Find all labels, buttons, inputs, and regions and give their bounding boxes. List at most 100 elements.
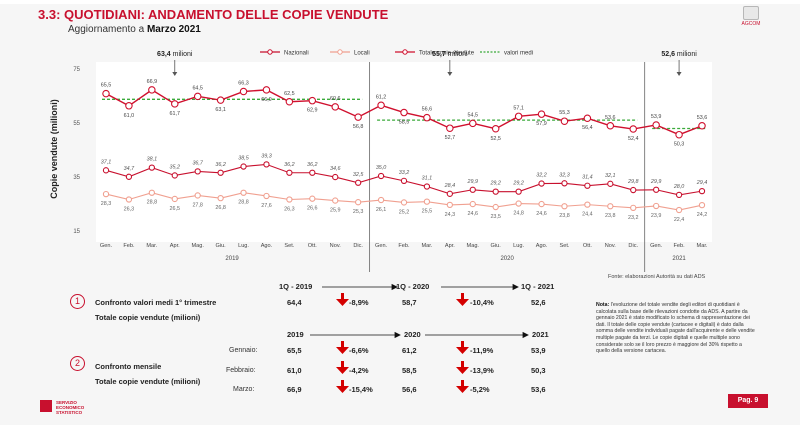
data-point (423, 113, 431, 122)
data-point (423, 198, 431, 205)
data-label: 23,5 (490, 214, 501, 220)
top-bar (0, 0, 800, 4)
data-label: 61,0 (124, 113, 135, 119)
data-point (538, 200, 545, 208)
data-point (262, 86, 271, 94)
data-label: 29,9 (467, 179, 479, 185)
data-point (607, 203, 614, 210)
x-tick-label: Mar. (146, 243, 157, 249)
data-label: 60,6 (330, 96, 341, 102)
data-label: 50,3 (674, 142, 685, 148)
data-point (698, 187, 706, 195)
data-point (515, 188, 522, 195)
data-label: 26,5 (170, 206, 181, 212)
data-label: 32,1 (605, 173, 616, 179)
data-label: 28,8 (238, 200, 249, 206)
row-febbraio-change1: -4,2% (349, 366, 369, 375)
down-arrow-icon (336, 293, 469, 393)
table1-subtitle: Totale copie vendute (milioni) (95, 313, 201, 322)
data-point (652, 121, 660, 129)
data-label: 28,0 (673, 184, 685, 190)
x-tick-label: Mag. (191, 243, 204, 249)
data-point (446, 124, 454, 132)
row-label-marzo: Marzo: (233, 386, 255, 393)
data-point (332, 197, 339, 204)
data-point (171, 195, 178, 203)
row-gennaio-2021: 53,9 (531, 346, 546, 355)
x-tick-label: Lug. (513, 243, 524, 249)
data-point (148, 164, 155, 171)
data-label: 25,3 (353, 209, 364, 215)
table1-marker: 1 (70, 294, 85, 309)
footer-org: SERVIZIO ECONOMICO STATISTICO (56, 400, 84, 415)
table2-subtitle: Totale copie vendute (milioni) (95, 377, 201, 386)
data-label: 24,4 (582, 212, 593, 218)
row-gennaio-change1: -6,6% (349, 346, 369, 355)
data-point (629, 125, 637, 133)
table-arrows (310, 283, 529, 393)
data-point (469, 119, 477, 128)
data-label: 61,2 (376, 94, 387, 100)
data-label: 63,1 (215, 107, 226, 113)
row-marzo-change1: -15,4% (349, 385, 373, 394)
data-point (400, 199, 408, 206)
data-point (675, 130, 683, 139)
footer-org-line2: ECONOMICO (56, 405, 85, 410)
row-gennaio-change2: -11,9% (470, 346, 494, 355)
data-point (377, 196, 385, 204)
data-point (653, 186, 660, 193)
data-point (698, 202, 706, 209)
row-febbraio-2021: 50,3 (531, 366, 546, 375)
year-label: 2020 (500, 256, 514, 262)
data-label: 26,3 (124, 206, 135, 212)
row-marzo-2020: 56,6 (402, 385, 417, 394)
data-label: 65,5 (101, 83, 112, 89)
annotation-arrowhead (447, 72, 453, 76)
table1-change-2: -10,4% (470, 298, 494, 307)
data-point (216, 96, 225, 104)
year-label: 2019 (225, 256, 239, 262)
data-point (286, 169, 293, 176)
data-label: 56,8 (353, 124, 364, 130)
data-point (377, 101, 385, 110)
emblem-icon (743, 6, 759, 20)
data-label: 61,7 (170, 111, 181, 117)
data-label: 28,4 (444, 183, 456, 189)
data-label: 25,9 (330, 208, 341, 214)
data-label: 28,3 (101, 201, 112, 207)
data-label: 26,8 (215, 205, 226, 211)
data-label: 23,8 (605, 213, 616, 219)
data-point (583, 114, 592, 122)
data-label: 34,6 (330, 166, 341, 172)
data-point (331, 103, 339, 111)
data-label: 31,4 (582, 175, 593, 181)
data-point (125, 196, 133, 203)
x-tick-label: Apr. (170, 243, 180, 249)
x-tick-label: Mar. (697, 243, 708, 249)
data-label: 23,8 (559, 213, 570, 219)
data-label: 56,6 (422, 107, 433, 113)
ses-logo-icon (40, 400, 52, 412)
data-label: 62,5 (284, 91, 295, 97)
page-number: Pag. 9 (728, 394, 768, 408)
x-tick-label: Dic. (628, 243, 638, 249)
y-axis-title: Copie vendute (milioni) (49, 99, 59, 199)
data-label: 36,7 (192, 160, 203, 166)
subtitle-prefix: Aggiornamento a (68, 24, 147, 35)
legend-marker (337, 49, 343, 55)
x-tick-label: Lug. (238, 243, 249, 249)
agcom-logo: AGCOM (736, 6, 766, 30)
data-label: 36,2 (307, 162, 318, 168)
data-label: 24,3 (445, 212, 456, 218)
page-title: 3.3: QUOTIDIANI: ANDAMENTO DELLE COPIE V… (38, 7, 389, 22)
data-label: 34,7 (124, 166, 135, 172)
x-tick-label: Giu. (491, 243, 502, 249)
data-label: 25,5 (422, 209, 433, 215)
table1-value-2020: 58,7 (402, 298, 417, 307)
data-label: 54,5 (468, 112, 479, 118)
data-point (584, 182, 591, 189)
data-label: 35,2 (170, 164, 181, 170)
data-label: 53,6 (697, 115, 708, 121)
data-label: 38,1 (147, 157, 158, 163)
data-label: 58,5 (399, 120, 410, 126)
